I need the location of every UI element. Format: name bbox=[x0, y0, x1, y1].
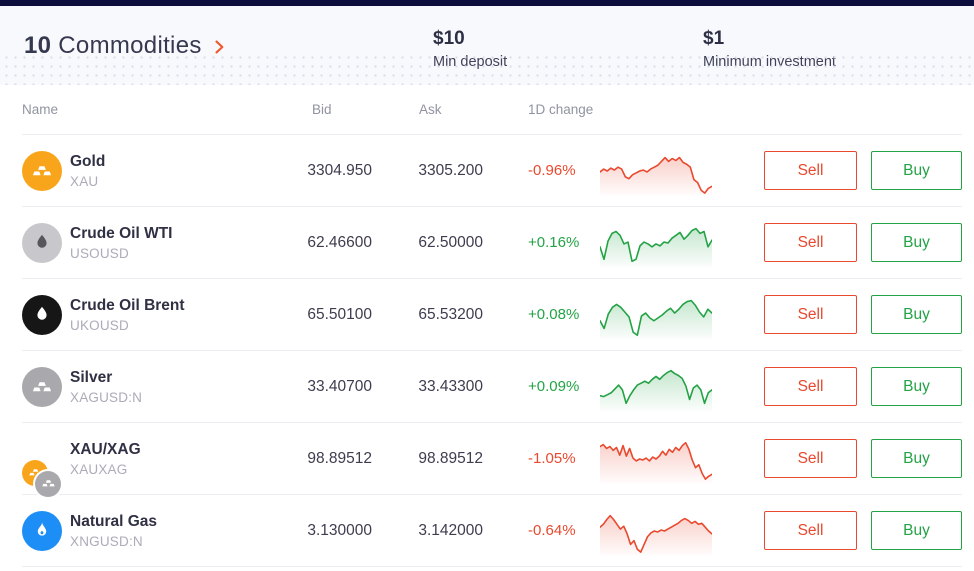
change-value: +0.08% bbox=[528, 306, 580, 323]
instrument-ticker: USOUSD bbox=[70, 245, 129, 261]
ask-value: 65.53200 bbox=[418, 305, 483, 323]
instrument-row-xau-xag[interactable]: XAU/XAG XAUXAG 98.89512 98.89512 -1.05% … bbox=[22, 423, 962, 497]
buy-button[interactable]: Buy bbox=[871, 439, 962, 478]
silver-bars-icon bbox=[22, 366, 62, 407]
min-deposit-label: Min deposit bbox=[433, 54, 508, 70]
sell-button[interactable]: Sell bbox=[764, 223, 857, 262]
column-header-1d-change: 1D change bbox=[528, 102, 594, 117]
change-value: -1.05% bbox=[528, 450, 576, 467]
change-value: -0.96% bbox=[528, 162, 576, 179]
commodities-count: 10 bbox=[24, 32, 52, 59]
oil-drop-icon bbox=[22, 294, 62, 335]
buy-button[interactable]: Buy bbox=[871, 151, 962, 190]
sell-button[interactable]: Sell bbox=[764, 511, 857, 550]
gold-bars-icon bbox=[22, 150, 62, 191]
min-investment-value: $1 bbox=[703, 28, 725, 49]
bid-value: 65.50100 bbox=[307, 305, 372, 323]
ask-value: 3.142000 bbox=[418, 521, 483, 539]
price-sparkline bbox=[600, 363, 712, 411]
buy-button[interactable]: Buy bbox=[871, 511, 962, 550]
bid-value: 33.40700 bbox=[307, 377, 372, 395]
instrument-name: Crude Oil WTI bbox=[70, 224, 173, 242]
instrument-name: Gold bbox=[70, 152, 106, 170]
column-header-bid: Bid bbox=[312, 102, 332, 117]
change-value: -0.64% bbox=[528, 522, 576, 539]
sell-button[interactable]: Sell bbox=[764, 151, 857, 190]
ask-value: 62.50000 bbox=[418, 233, 483, 251]
bid-value: 62.46600 bbox=[307, 233, 372, 251]
bid-value: 3.130000 bbox=[307, 521, 372, 539]
buy-button[interactable]: Buy bbox=[871, 295, 962, 334]
instrument-name: Silver bbox=[70, 368, 113, 386]
instrument-name: Crude Oil Brent bbox=[70, 296, 185, 314]
bid-value: 3304.950 bbox=[307, 161, 372, 179]
ask-value: 33.43300 bbox=[418, 377, 483, 395]
ask-value: 98.89512 bbox=[418, 449, 483, 467]
instrument-row-silver[interactable]: Silver XAGUSD:N 33.40700 33.43300 +0.09%… bbox=[22, 351, 962, 423]
change-value: +0.09% bbox=[528, 378, 580, 395]
column-header-name: Name bbox=[22, 102, 59, 117]
ask-value: 3305.200 bbox=[418, 161, 483, 179]
flame-icon bbox=[22, 510, 62, 551]
hero-section: 10 Commodities $10 Min deposit $1 Minimu… bbox=[0, 6, 974, 85]
buy-button[interactable]: Buy bbox=[871, 367, 962, 406]
chevron-right-icon bbox=[215, 40, 224, 54]
price-sparkline bbox=[600, 291, 712, 339]
instrument-name: XAU/XAG bbox=[70, 440, 141, 458]
price-sparkline bbox=[600, 507, 712, 555]
sell-button[interactable]: Sell bbox=[764, 367, 857, 406]
instrument-ticker: XAUXAG bbox=[70, 461, 128, 477]
price-sparkline bbox=[600, 147, 712, 195]
bid-value: 98.89512 bbox=[307, 449, 372, 467]
instrument-row-gold[interactable]: Gold XAU 3304.950 3305.200 -0.96% Sell B… bbox=[22, 135, 962, 207]
min-investment-label: Minimum investment bbox=[703, 54, 836, 70]
buy-button[interactable]: Buy bbox=[871, 223, 962, 262]
min-investment-stat: $1 Minimum investment bbox=[703, 28, 836, 70]
commodities-title: Commodities bbox=[58, 32, 202, 59]
price-sparkline bbox=[600, 435, 712, 483]
silver-bars-icon bbox=[35, 470, 61, 497]
sell-button[interactable]: Sell bbox=[764, 295, 857, 334]
instrument-row-crude-oil-wti[interactable]: Crude Oil WTI USOUSD 62.46600 62.50000 +… bbox=[22, 207, 962, 279]
change-value: +0.16% bbox=[528, 234, 580, 251]
instrument-row-crude-oil-brent[interactable]: Crude Oil Brent UKOUSD 65.50100 65.53200… bbox=[22, 279, 962, 351]
instrument-row-natural-gas[interactable]: Natural Gas XNGUSD:N 3.130000 3.142000 -… bbox=[22, 495, 962, 567]
instrument-ticker: XAGUSD:N bbox=[70, 389, 143, 405]
instrument-ticker: XNGUSD:N bbox=[70, 533, 143, 549]
min-deposit-value: $10 bbox=[433, 28, 465, 49]
instrument-ticker: XAU bbox=[70, 173, 99, 189]
commodities-link[interactable]: 10 Commodities bbox=[24, 32, 229, 60]
instruments-table: Name Bid Ask 1D change Gold XAU 3304.950… bbox=[0, 85, 974, 567]
sell-button[interactable]: Sell bbox=[764, 439, 857, 478]
price-sparkline bbox=[600, 219, 712, 267]
column-header-ask: Ask bbox=[419, 102, 442, 117]
instrument-ticker: UKOUSD bbox=[70, 317, 129, 333]
min-deposit-stat: $10 Min deposit bbox=[433, 28, 507, 70]
instrument-name: Natural Gas bbox=[70, 512, 158, 530]
oil-drop-icon bbox=[22, 222, 62, 263]
table-header-row: Name Bid Ask 1D change bbox=[22, 85, 962, 135]
